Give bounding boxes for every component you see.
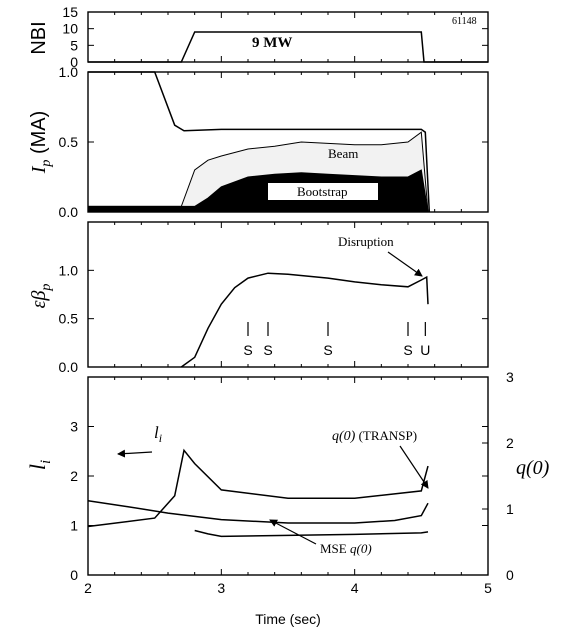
ebp-y-axis-sub: p xyxy=(39,284,54,292)
bootstrap-current-area xyxy=(87,169,429,213)
nbi-y-axis-label: NBI xyxy=(28,21,50,54)
y2-tick-label: 0 xyxy=(506,567,514,583)
disruption-label: Disruption xyxy=(338,234,394,249)
mse-q0-line xyxy=(194,529,429,538)
shot-number: 61148 xyxy=(452,16,477,27)
event-marker-label: S xyxy=(243,342,252,358)
x-tick-label: 3 xyxy=(217,580,225,596)
epsilon-beta-p-line xyxy=(180,272,429,368)
y-tick-label: 0 xyxy=(70,567,78,583)
y-tick-label: 15 xyxy=(62,4,78,20)
li-y-axis-sub: i xyxy=(38,460,54,464)
q0-transp-line xyxy=(87,500,429,524)
li-arrow xyxy=(117,449,153,458)
li-y-axis-label: li xyxy=(25,460,54,470)
ebp-y-axis-main: εβ xyxy=(28,291,50,309)
bootstrap-label: Bootstrap xyxy=(297,184,348,199)
ip-y-axis-sub: p xyxy=(39,160,54,168)
li-annotation-main: l xyxy=(154,423,159,442)
ip-y-axis-label: Ip (MA) xyxy=(28,111,54,175)
q0-transp-arrow xyxy=(399,445,429,489)
nbi-panel-frame xyxy=(87,11,489,63)
x-axis-label: Time (sec) xyxy=(255,611,321,627)
y-tick-label: 5 xyxy=(70,37,78,53)
ebp-panel-frame xyxy=(87,221,489,368)
y2-tick-label: 2 xyxy=(506,435,514,451)
y-tick-label: 0.0 xyxy=(59,359,79,375)
y-tick-label: 1.0 xyxy=(59,64,79,80)
bootstrap-label-box xyxy=(268,183,378,200)
li-annotation-sub: i xyxy=(159,431,162,445)
event-marker-label: S xyxy=(403,342,412,358)
y-tick-label: 3 xyxy=(70,419,78,435)
ebp-y-axis-label: εβp xyxy=(28,284,54,309)
li-y-axis-main: l xyxy=(25,464,50,470)
event-marker-label: S xyxy=(323,342,332,358)
ebp-ticks: 0.0 0.5 1.0 xyxy=(59,222,489,375)
q0-transp-src: (TRANSP) xyxy=(355,428,417,443)
beam-label: Beam xyxy=(328,146,358,161)
mse-q0-arrow xyxy=(269,519,317,545)
y-tick-label: 0.0 xyxy=(59,204,79,220)
mse-label: MSE xyxy=(320,541,347,556)
y-tick-label: 0 xyxy=(70,54,78,70)
ip-y-axis-main: I xyxy=(28,165,50,174)
nbi-curves xyxy=(88,31,488,63)
y-tick-label: 1.0 xyxy=(59,262,79,278)
y-tick-label: 0.5 xyxy=(59,134,79,150)
li-annotation: li xyxy=(154,423,162,445)
mse-q0-annotation: MSE q(0) xyxy=(320,541,372,556)
x-tick-label: 4 xyxy=(351,580,359,596)
y-tick-label: 0.5 xyxy=(59,311,79,327)
ip-curves xyxy=(87,71,431,213)
nbi-power-label: 9 MW xyxy=(252,35,292,51)
ip-y-axis-unit: (MA) xyxy=(28,111,50,160)
y-tick-label: 10 xyxy=(62,21,78,37)
x-tick-label: 2 xyxy=(84,580,92,596)
li-curves xyxy=(87,448,429,538)
li-line xyxy=(87,448,429,528)
y2-tick-label: 3 xyxy=(506,369,514,385)
mse-q0-var: q(0) xyxy=(347,541,372,556)
event-marker-label: U xyxy=(420,342,430,358)
q0-transp-annotation: q(0) (TRANSP) xyxy=(332,428,417,444)
y2-tick-label: 1 xyxy=(506,501,514,517)
ip-ticks: 0.0 0.5 1.0 xyxy=(59,64,489,220)
disruption-arrow xyxy=(387,251,423,277)
nbi-power-line xyxy=(88,31,488,63)
x-tick-label: 5 xyxy=(484,580,492,596)
event-marker-label: S xyxy=(263,342,272,358)
q0-transp-main: q(0) xyxy=(332,429,356,444)
y-tick-label: 2 xyxy=(70,468,78,484)
y-tick-label: 1 xyxy=(70,518,78,534)
plasma-current-line xyxy=(88,71,431,213)
li-panel-frame xyxy=(87,376,489,576)
q0-right-axis-label: q(0) xyxy=(516,457,550,479)
